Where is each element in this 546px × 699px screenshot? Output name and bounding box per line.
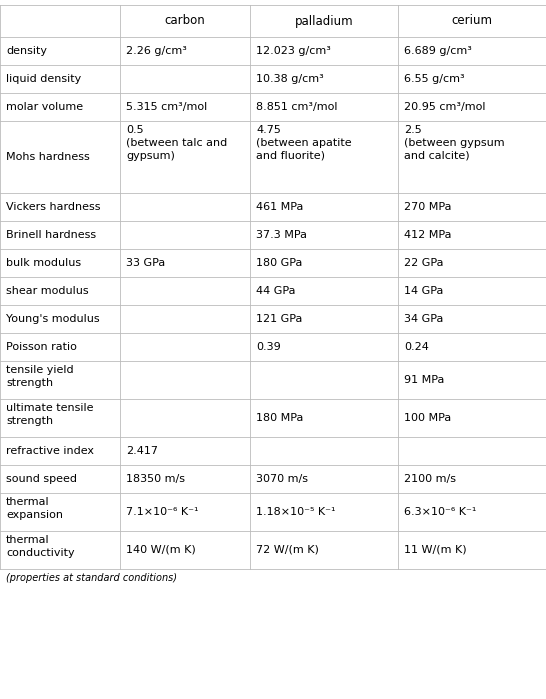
Text: Brinell hardness: Brinell hardness bbox=[6, 230, 96, 240]
Text: 121 GPa: 121 GPa bbox=[256, 314, 302, 324]
Text: 11 W/(m K): 11 W/(m K) bbox=[404, 545, 467, 555]
Text: tensile yield
strength: tensile yield strength bbox=[6, 365, 74, 388]
Text: 10.38 g/cm³: 10.38 g/cm³ bbox=[256, 74, 324, 84]
Text: 2.417: 2.417 bbox=[126, 446, 158, 456]
Text: palladium: palladium bbox=[295, 15, 353, 27]
Text: 180 GPa: 180 GPa bbox=[256, 258, 302, 268]
Text: 0.39: 0.39 bbox=[256, 342, 281, 352]
Text: 34 GPa: 34 GPa bbox=[404, 314, 443, 324]
Text: 8.851 cm³/mol: 8.851 cm³/mol bbox=[256, 102, 337, 112]
Text: 18350 m/s: 18350 m/s bbox=[126, 474, 185, 484]
Text: 3070 m/s: 3070 m/s bbox=[256, 474, 308, 484]
Text: 7.1×10⁻⁶ K⁻¹: 7.1×10⁻⁶ K⁻¹ bbox=[126, 507, 199, 517]
Text: 2.5
(between gypsum
and calcite): 2.5 (between gypsum and calcite) bbox=[404, 125, 505, 161]
Text: 12.023 g/cm³: 12.023 g/cm³ bbox=[256, 46, 331, 56]
Text: Mohs hardness: Mohs hardness bbox=[6, 152, 90, 162]
Text: Young's modulus: Young's modulus bbox=[6, 314, 99, 324]
Text: carbon: carbon bbox=[165, 15, 205, 27]
Text: 6.689 g/cm³: 6.689 g/cm³ bbox=[404, 46, 472, 56]
Text: 412 MPa: 412 MPa bbox=[404, 230, 452, 240]
Text: shear modulus: shear modulus bbox=[6, 286, 88, 296]
Text: density: density bbox=[6, 46, 47, 56]
Text: ultimate tensile
strength: ultimate tensile strength bbox=[6, 403, 93, 426]
Text: 0.24: 0.24 bbox=[404, 342, 429, 352]
Text: refractive index: refractive index bbox=[6, 446, 94, 456]
Text: 37.3 MPa: 37.3 MPa bbox=[256, 230, 307, 240]
Text: 44 GPa: 44 GPa bbox=[256, 286, 295, 296]
Text: 6.55 g/cm³: 6.55 g/cm³ bbox=[404, 74, 465, 84]
Text: 140 W/(m K): 140 W/(m K) bbox=[126, 545, 196, 555]
Text: 0.5
(between talc and
gypsum): 0.5 (between talc and gypsum) bbox=[126, 125, 227, 161]
Text: 72 W/(m K): 72 W/(m K) bbox=[256, 545, 319, 555]
Text: 33 GPa: 33 GPa bbox=[126, 258, 165, 268]
Text: sound speed: sound speed bbox=[6, 474, 77, 484]
Text: 22 GPa: 22 GPa bbox=[404, 258, 443, 268]
Text: Poisson ratio: Poisson ratio bbox=[6, 342, 77, 352]
Text: thermal
expansion: thermal expansion bbox=[6, 497, 63, 520]
Text: 91 MPa: 91 MPa bbox=[404, 375, 444, 385]
Text: cerium: cerium bbox=[452, 15, 492, 27]
Text: 270 MPa: 270 MPa bbox=[404, 202, 452, 212]
Text: 20.95 cm³/mol: 20.95 cm³/mol bbox=[404, 102, 485, 112]
Text: 100 MPa: 100 MPa bbox=[404, 413, 451, 423]
Text: (properties at standard conditions): (properties at standard conditions) bbox=[6, 573, 177, 583]
Text: molar volume: molar volume bbox=[6, 102, 83, 112]
Text: bulk modulus: bulk modulus bbox=[6, 258, 81, 268]
Text: thermal
conductivity: thermal conductivity bbox=[6, 535, 75, 558]
Text: 5.315 cm³/mol: 5.315 cm³/mol bbox=[126, 102, 207, 112]
Text: liquid density: liquid density bbox=[6, 74, 81, 84]
Text: 2.26 g/cm³: 2.26 g/cm³ bbox=[126, 46, 187, 56]
Text: 2100 m/s: 2100 m/s bbox=[404, 474, 456, 484]
Text: 1.18×10⁻⁵ K⁻¹: 1.18×10⁻⁵ K⁻¹ bbox=[256, 507, 335, 517]
Text: Vickers hardness: Vickers hardness bbox=[6, 202, 100, 212]
Text: 4.75
(between apatite
and fluorite): 4.75 (between apatite and fluorite) bbox=[256, 125, 352, 161]
Text: 461 MPa: 461 MPa bbox=[256, 202, 304, 212]
Text: 6.3×10⁻⁶ K⁻¹: 6.3×10⁻⁶ K⁻¹ bbox=[404, 507, 476, 517]
Text: 180 MPa: 180 MPa bbox=[256, 413, 304, 423]
Text: 14 GPa: 14 GPa bbox=[404, 286, 443, 296]
